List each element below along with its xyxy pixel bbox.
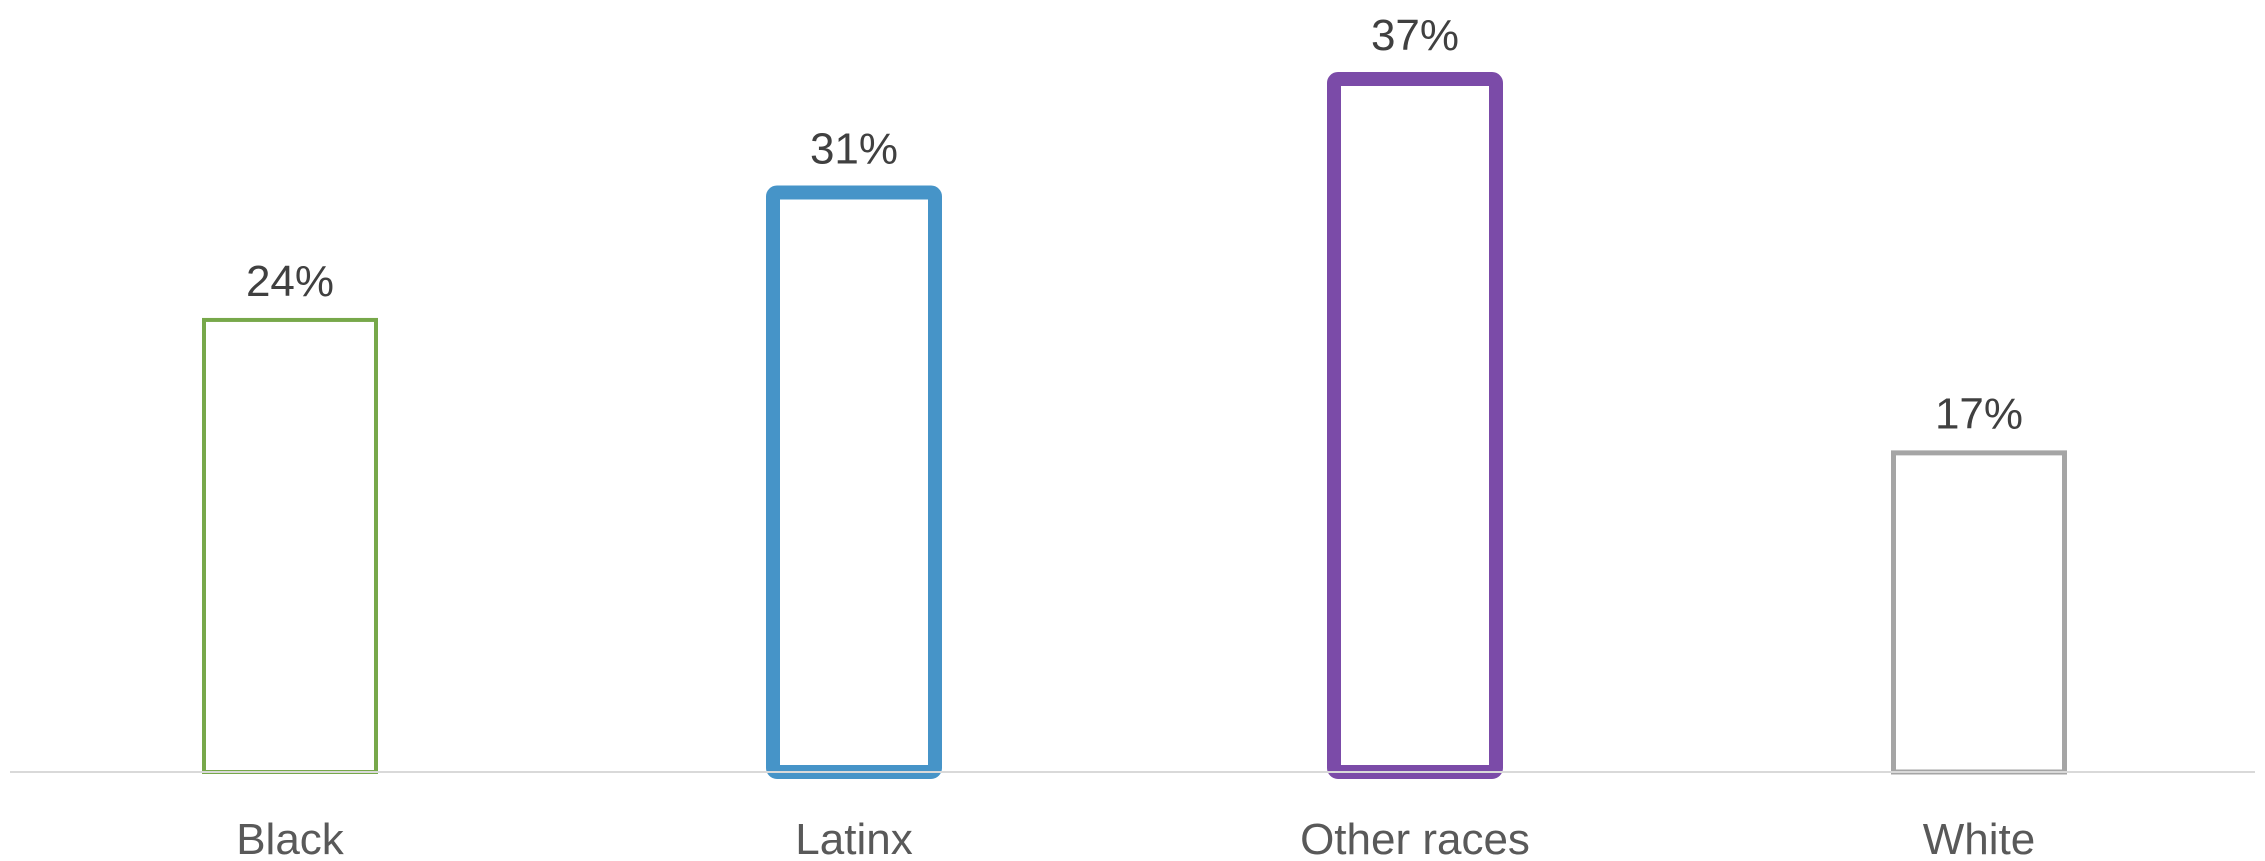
data-label-black: 24% — [246, 257, 334, 306]
bars-layer — [202, 72, 2067, 780]
category-label-latinx: Latinx — [795, 815, 912, 861]
data-label-white: 17% — [1935, 389, 2023, 438]
bar-white — [1891, 450, 2067, 775]
category-label-black: Black — [236, 815, 345, 861]
data-label-other-races: 37% — [1371, 11, 1459, 60]
category-label-white: White — [1923, 815, 2035, 861]
category-label-other-races: Other races — [1300, 815, 1530, 861]
bar-black — [202, 317, 378, 774]
data-label-latinx: 31% — [810, 125, 898, 174]
bar-latinx — [766, 185, 942, 780]
bar-other-races — [1327, 72, 1503, 779]
labels-layer: 24% Black 31% Latinx 37% Other races 17% White — [236, 11, 2035, 861]
